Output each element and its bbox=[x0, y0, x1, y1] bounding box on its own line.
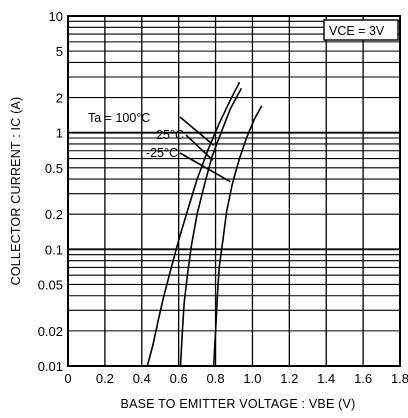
x-tick-label: 0 bbox=[64, 371, 71, 386]
y-tick-label: 5 bbox=[56, 44, 63, 59]
y-axis-label: COLLECTOR CURRENT : IC (A) bbox=[9, 97, 23, 286]
x-tick-label: 0.4 bbox=[133, 371, 151, 386]
y-tick-label: 0.2 bbox=[45, 207, 63, 222]
series-annotations: Ta = 100°C 25°C -25°C bbox=[88, 111, 231, 183]
series-leader-0 bbox=[179, 116, 215, 146]
x-tick-label: 1.6 bbox=[354, 371, 372, 386]
plot-frame bbox=[67, 15, 401, 367]
x-tick-label: 0.2 bbox=[96, 371, 114, 386]
y-tick-label: 1 bbox=[56, 126, 63, 141]
series-label-2: -25°C bbox=[146, 146, 178, 160]
x-tick-label: 1.0 bbox=[243, 371, 261, 386]
series-label-0: Ta = 100°C bbox=[88, 111, 150, 125]
y-tick-label: 0.1 bbox=[45, 242, 63, 257]
condition-label: VCE = 3V bbox=[329, 24, 385, 38]
x-tick-label: 0.6 bbox=[170, 371, 188, 386]
condition-box-frame bbox=[323, 19, 399, 41]
condition-box: VCE = 3V bbox=[323, 19, 399, 41]
x-tick-labels: 0 0.2 0.4 0.6 0.8 1.0 1.2 1.4 1.6 1.8 bbox=[64, 371, 408, 386]
series-leader-2 bbox=[179, 152, 231, 183]
y-tick-label: 0.5 bbox=[45, 161, 63, 176]
x-axis-label: BASE TO EMITTER VOLTAGE : VBE (V) bbox=[121, 397, 356, 411]
y-tick-label: 0.05 bbox=[38, 277, 63, 292]
y-tick-label: 10 bbox=[49, 9, 63, 24]
y-tick-label: 2 bbox=[56, 91, 63, 106]
grid bbox=[68, 16, 400, 366]
series-label-1: 25°C bbox=[156, 128, 184, 142]
x-tick-label: 1.2 bbox=[280, 371, 298, 386]
x-tick-label: 1.4 bbox=[317, 371, 335, 386]
y-tick-label: 0.01 bbox=[38, 359, 63, 374]
series-line-1 bbox=[179, 87, 243, 367]
y-tick-labels: 0.01 0.02 0.05 0.1 0.2 0.5 1 2 5 10 bbox=[38, 9, 63, 374]
y-tick-label: 0.02 bbox=[38, 324, 63, 339]
x-tick-label: 0.8 bbox=[207, 371, 225, 386]
series-layer bbox=[146, 81, 263, 367]
x-tick-label: 1.8 bbox=[391, 371, 408, 386]
series-line-2 bbox=[212, 105, 263, 367]
series-line-0 bbox=[146, 81, 241, 367]
series-leader-1 bbox=[185, 134, 214, 161]
